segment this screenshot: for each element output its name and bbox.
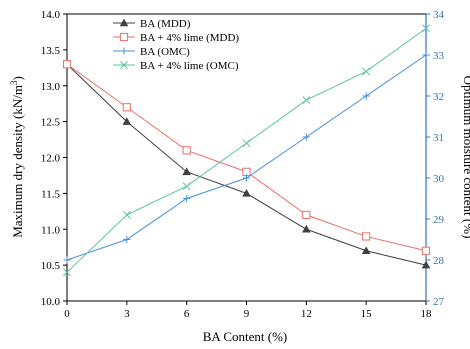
series-line [66,63,427,266]
x-tick-label: 15 [361,308,373,320]
series-4 [63,24,430,277]
marker-stroke [182,182,191,191]
y-left-axis-label-superscript: 3 [9,80,19,85]
data-point [242,167,251,176]
data-point [122,117,132,125]
y-left-tick-label: 12.5 [41,117,61,129]
y-right-tick-label: 32 [433,91,444,103]
series-1 [62,59,431,269]
y-left-axis-label-end: ) [10,76,25,80]
y-right-tick-label: 31 [433,132,444,144]
series-3 [63,51,430,264]
legend: BA (MDD) BA + 4% lime (MDD) BA (OMC) BA + 4… [113,18,239,72]
data-point [242,174,251,182]
x-tick-label: 18 [421,308,433,320]
data-point [242,188,251,197]
series-2 [62,60,431,255]
data-point [122,103,131,112]
data-point [182,146,191,155]
legend-item: BA (MDD) [113,18,191,30]
marker-stroke [63,268,71,277]
y-left-tick-label: 13.0 [41,81,61,93]
legend-item: BA + 4% lime (MDD) [113,32,239,44]
y-left-axis-ticks: 10.0 10.5 11.0 11.5 12.0 12.5 13.0 13.5 14.0 [41,9,67,308]
data-point [63,256,71,264]
y-left-axis-label-main: Maximum dry density (kN/m [10,85,25,238]
y-left-tick-label: 10.0 [41,296,61,308]
y-right-axis-ticks: 27 28 29 30 31 32 33 34 [426,9,445,308]
y-left-axis-label: Maximum dry density (kN/m3) [9,76,25,238]
y-right-tick-label: 33 [433,50,445,62]
y-left-tick-label: 14.0 [41,9,61,21]
legend-item: BA (OMC) [113,46,190,58]
marker-stroke [302,96,311,105]
plot-frame [66,13,427,302]
x-axis-ticks: 0 3 6 9 12 15 18 [64,301,432,320]
data-point [63,268,71,277]
y-right-tick-label: 29 [433,214,445,226]
x-tick-label: 12 [301,308,312,320]
x-tick-label: 3 [124,308,130,320]
marker-stroke [120,61,128,69]
legend-label: BA (OMC) [140,46,190,58]
legend-label: BA + 4% lime (MDD) [140,32,239,44]
y-right-tick-label: 34 [433,9,445,21]
data-point [421,246,431,255]
data-point [123,235,131,244]
data-point [422,51,430,59]
y-left-tick-label: 11.5 [41,188,60,200]
y-right-tick-label: 28 [433,255,445,267]
legend-item: BA + 4% lime (OMC) [113,60,239,72]
y-left-tick-label: 13.5 [41,45,61,57]
series-line [66,54,427,261]
data-point [122,210,131,219]
axes [66,13,427,302]
data-point [242,139,251,148]
legend-marker [119,32,129,42]
data-point [62,60,72,69]
data-point [302,133,310,141]
data-point [422,24,430,33]
legend-label: BA (MDD) [140,18,191,30]
legend-marker [120,47,128,55]
data-point [302,210,311,220]
data-point [421,260,431,269]
y-right-tick-label: 30 [433,173,445,185]
data-point [362,67,371,76]
x-axis-label: BA Content (%) [203,329,288,344]
x-tick-label: 0 [64,308,70,320]
data-point [362,232,371,241]
data-point [302,96,311,105]
data-point [302,224,311,233]
x-tick-label: 6 [184,308,190,320]
y-left-tick-label: 12.0 [41,153,61,165]
y-right-tick-label: 27 [433,296,445,308]
y-right-axis-label: Optimum moisture content (%) [461,76,470,239]
data-point [182,182,191,191]
x-tick-label: 9 [244,308,250,320]
data-point [183,194,191,203]
y-left-tick-label: 11.0 [41,224,60,236]
marker-stroke [242,139,251,148]
y-left-tick-label: 10.5 [41,260,61,272]
legend-marker [120,61,128,69]
data-point [361,246,371,255]
series-layer [62,24,431,277]
data-point [182,167,191,176]
data-point [362,92,370,100]
marker-stroke [362,67,371,76]
legend-marker [119,18,129,27]
marker-stroke [422,24,430,33]
marker-stroke [122,210,131,219]
legend-label: BA + 4% lime (OMC) [140,60,239,72]
